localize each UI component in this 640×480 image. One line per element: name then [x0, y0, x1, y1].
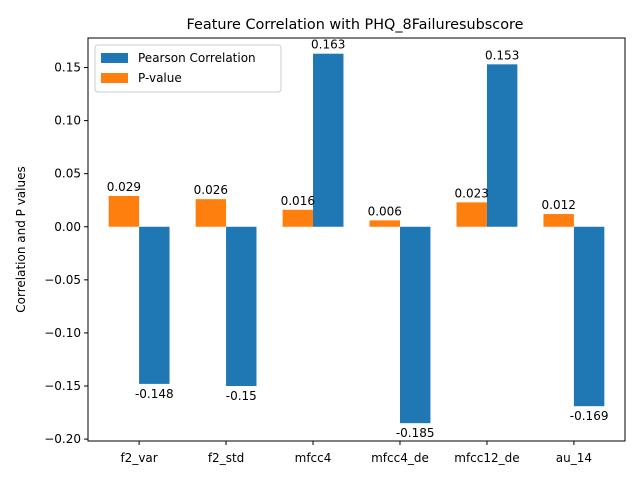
y-ticks: −0.20 −0.15 −0.10 −0.05 0.00 0.05 0.10 0.15 [44, 61, 88, 446]
bar-p-value-mfcc4 [282, 209, 314, 227]
bar-p-value-mfcc12_de [456, 202, 487, 227]
y-tick-label: 0.10 [54, 114, 81, 128]
data-label-pearson-correlation-mfcc4_de: -0.185 [396, 426, 435, 440]
bar-pearson-correlation-mfcc4_de [399, 226, 431, 424]
x-tick-label: au_14 [556, 451, 592, 465]
bar-p-value-au_14 [543, 214, 574, 227]
data-label-p-value-mfcc4_de: 0.006 [368, 204, 402, 218]
data-label-p-value-au_14: 0.012 [542, 198, 576, 212]
legend: Pearson Correlation P-value [94, 44, 282, 93]
y-tick-label: −0.20 [44, 432, 81, 446]
chart-title: Feature Correlation with PHQ_8Failuresub… [187, 17, 524, 33]
x-tick-label: mfcc4_de [371, 451, 429, 465]
bar-pearson-correlation-au_14 [573, 226, 605, 407]
data-label-pearson-correlation-mfcc4: 0.163 [311, 38, 345, 52]
legend-label-p-value: P-value [138, 71, 182, 85]
y-tick-label: −0.10 [44, 326, 81, 340]
bar-p-value-mfcc4_de [369, 220, 400, 227]
y-tick-label: −0.05 [44, 273, 81, 287]
plot-frame [87, 37, 626, 442]
y-axis-label: Correlation and P values [14, 166, 28, 312]
data-label-p-value-mfcc4: 0.016 [281, 194, 315, 208]
legend-box [94, 44, 282, 93]
legend-swatch-p-value [101, 73, 128, 83]
bar-pearson-correlation-f2_var [139, 226, 170, 384]
x-tick-label: f2_std [208, 451, 244, 465]
data-label-pearson-correlation-f2_var: -0.148 [135, 387, 174, 401]
data-label-p-value-mfcc12_de: 0.023 [455, 186, 489, 200]
data-label-p-value-f2_std: 0.026 [194, 183, 228, 197]
x-tick-label: mfcc12_de [454, 451, 519, 465]
y-tick-label: 0.15 [54, 61, 81, 75]
x-tick-label: mfcc4 [295, 451, 332, 465]
x-ticks: f2_var f2_std mfcc4 mfcc4_de mfcc12_de au_14 [120, 441, 592, 465]
bar-p-value-f2_std [195, 199, 227, 227]
bar-pearson-correlation-f2_std [226, 226, 257, 387]
data-label-pearson-correlation-f2_std: -0.15 [226, 389, 257, 403]
bar-pearson-correlation-mfcc4 [313, 53, 344, 227]
bar-p-value-f2_var [108, 195, 140, 227]
data-labels-layer: 0.029 0.026 0.016 0.006 0.023 0.012 -0.148 -0.1… [107, 38, 609, 440]
x-tick-label: f2_var [120, 451, 157, 465]
y-tick-label: −0.15 [44, 379, 81, 393]
data-label-pearson-correlation-mfcc12_de: 0.153 [485, 48, 519, 62]
legend-swatch-pearson-correlation [101, 53, 128, 63]
y-tick-label: 0.05 [54, 167, 81, 181]
bars-layer [108, 53, 605, 424]
y-tick-label: 0.00 [54, 220, 81, 234]
data-label-pearson-correlation-au_14: -0.169 [570, 409, 609, 423]
legend-label-pearson-correlation: Pearson Correlation [138, 51, 256, 65]
data-label-p-value-f2_var: 0.029 [107, 180, 141, 194]
bar-pearson-correlation-mfcc12_de [486, 64, 518, 227]
